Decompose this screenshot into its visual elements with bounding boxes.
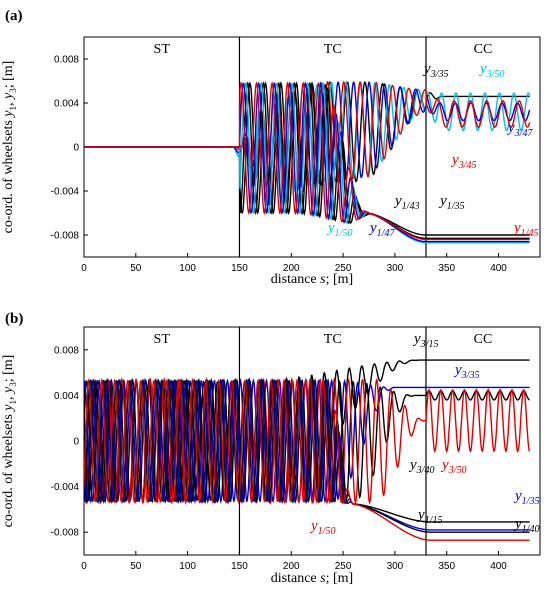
series-line-y1-35 — [84, 377, 530, 531]
series-line-y1-40 — [84, 377, 530, 533]
panel-label: (b) — [5, 311, 23, 327]
series-label: y3/35 — [422, 61, 448, 80]
x-axis-label: distance s; [m] — [271, 272, 353, 287]
x-tick-label: 100 — [179, 263, 196, 274]
series-label: y1/47 — [368, 220, 395, 239]
x-tick-label: 400 — [490, 561, 507, 572]
chart-panel-0: (a) 0 50 100 150 200 250 300 350 400 -0.008 -0.004 0… — [1, 8, 541, 287]
chart-panel-1: (b) 0 50 100 150 200 250 300 350 400 -0.008 -0.004 0… — [1, 311, 541, 586]
series-line-y3-50 — [84, 376, 531, 505]
x-tick-label: 350 — [438, 263, 455, 274]
x-tick-label: 300 — [387, 263, 404, 274]
y-tick-label: 0 — [73, 143, 79, 154]
panel-label: (a) — [5, 8, 23, 24]
region-label: ST — [154, 42, 171, 57]
x-tick-label: 200 — [283, 561, 300, 572]
series-label: y1/43 — [393, 193, 419, 212]
y-axis-label: co-ord. of wheelsets y1, y3; [m] — [1, 355, 18, 528]
y-tick-label: 0.008 — [54, 55, 79, 66]
series-label: y3/35 — [453, 362, 479, 381]
y-axis-label: co-ord. of wheelsets y1, y3; [m] — [1, 61, 18, 234]
series-label: y1/40 — [513, 516, 539, 535]
x-axis-label: distance s; [m] — [271, 571, 353, 586]
series-label: y1/35 — [513, 488, 539, 507]
region-label: TC — [324, 332, 342, 347]
series-label: y1/50 — [309, 518, 335, 537]
y-tick-label: 0.004 — [54, 99, 79, 110]
x-tick-label: 100 — [179, 561, 196, 572]
x-tick-label: 150 — [231, 263, 248, 274]
curves — [84, 359, 531, 541]
region-label: TC — [324, 42, 342, 57]
x-tick-label: 200 — [283, 263, 300, 274]
curves — [84, 80, 531, 244]
y-tick-label: 0.004 — [54, 391, 79, 402]
series-label: y3/50 — [478, 61, 504, 80]
series-line-y1-50 — [84, 377, 530, 541]
series-label: y1/15 — [416, 507, 442, 526]
x-tick-label: 0 — [81, 561, 87, 572]
x-tick-label: 250 — [335, 263, 352, 274]
y-tick-label: -0.004 — [51, 482, 80, 493]
y-tick-label: 0.008 — [54, 345, 79, 356]
region-label: CC — [474, 42, 493, 57]
x-tick-label: 150 — [231, 561, 248, 572]
series-label: y3/40 — [408, 457, 434, 476]
series-label: y1/50 — [326, 220, 352, 239]
region-label: CC — [474, 332, 493, 347]
y-tick-label: -0.008 — [51, 231, 80, 242]
series-label: y3/15 — [412, 331, 438, 350]
y-tick-label: -0.008 — [51, 528, 80, 539]
x-tick-label: 400 — [490, 263, 507, 274]
x-tick-label: 250 — [335, 561, 352, 572]
series-label: y1/45 — [512, 220, 538, 239]
series-label: y1/35 — [438, 193, 464, 212]
series-label: y3/50 — [440, 457, 466, 476]
y-tick-label: -0.004 — [51, 187, 80, 198]
y-tick-label: 0 — [73, 437, 79, 448]
series-label: y3/47 — [506, 120, 533, 139]
x-tick-label: 50 — [130, 263, 142, 274]
x-tick-label: 0 — [81, 263, 87, 274]
x-tick-label: 300 — [387, 561, 404, 572]
region-label: ST — [154, 332, 171, 347]
x-tick-label: 350 — [438, 561, 455, 572]
x-tick-label: 50 — [130, 561, 142, 572]
series-line-y1-45 — [84, 81, 530, 241]
series-label: y3/45 — [450, 152, 476, 171]
